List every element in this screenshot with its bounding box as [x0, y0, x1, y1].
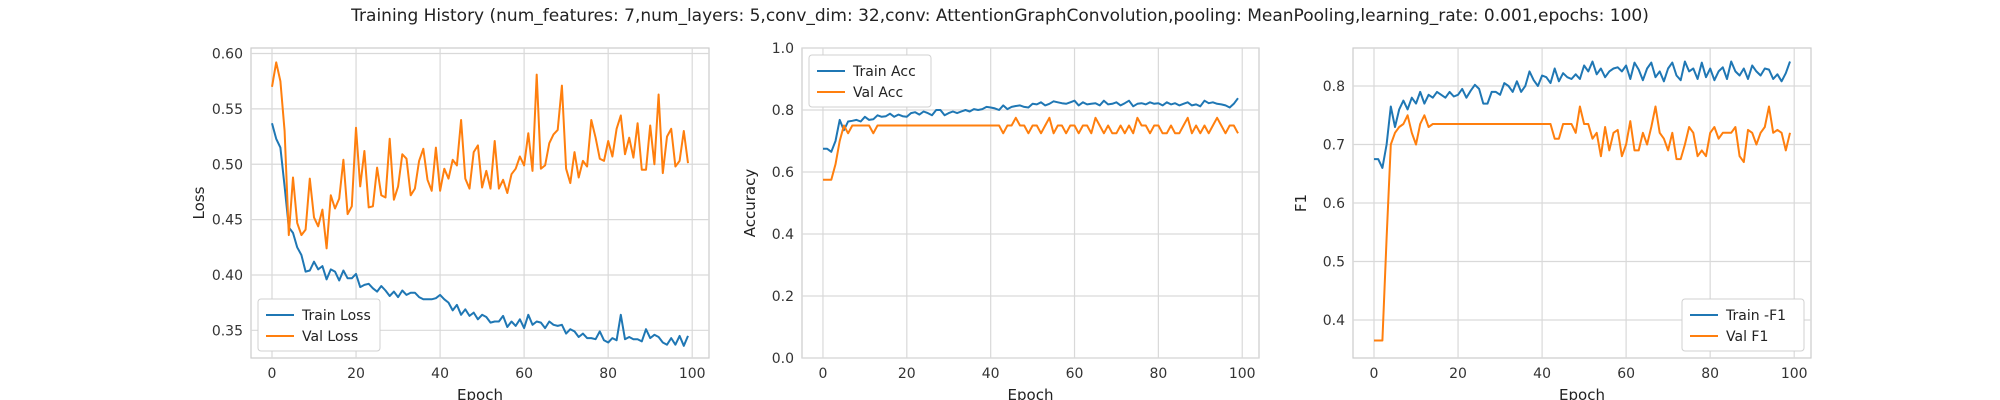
legend-label: Val F1 [1726, 329, 1768, 345]
x-tick-label: 0 [268, 366, 277, 382]
x-tick-label: 80 [599, 366, 617, 382]
x-tick-label: 100 [1781, 366, 1808, 382]
x-tick-label: 20 [347, 366, 365, 382]
y-axis-label: Loss [190, 186, 208, 219]
chart-f1: 0 20 40 60 80 100 0.4 0.5 0.6 0.7 0.8 Epoch F1 Train … [1292, 47, 1812, 400]
x-tick-label: 100 [679, 366, 706, 382]
legend-label: Train Loss [301, 308, 371, 324]
y-tick-label: 0.45 [212, 213, 243, 229]
legend: Train -F1 Val F1 [1681, 298, 1805, 352]
x-tick-label: 80 [1149, 366, 1167, 382]
legend: Train Loss Val Loss [257, 298, 381, 352]
y-tick-label: 0.55 [212, 102, 243, 118]
x-tick-label: 60 [515, 366, 533, 382]
legend-label: Train -F1 [1725, 308, 1786, 324]
y-tick-label: 0.35 [212, 323, 243, 339]
chart-loss: 0 20 40 60 80 100 0.35 0.40 0.45 0.50 0.55 0.60 Epoc… [190, 47, 710, 400]
y-tick-label: 0.40 [212, 268, 243, 284]
legend-box [257, 298, 381, 352]
x-tick-label: 20 [898, 366, 916, 382]
y-tick-label: 0.6 [1323, 196, 1345, 212]
series-line-val-acc [823, 116, 1239, 181]
y-tick-label: 0.2 [772, 289, 794, 305]
x-tick-label: 80 [1701, 366, 1719, 382]
x-tick-label: 20 [1449, 366, 1467, 382]
series-line-val-loss [271, 61, 689, 250]
x-axis-label: Epoch [1008, 386, 1054, 400]
series-line-val-f1 [1374, 105, 1791, 342]
legend-label: Val Acc [853, 85, 903, 101]
series-line-train-acc [823, 97, 1239, 153]
y-tick-label: 0.6 [772, 165, 794, 181]
legend-box [808, 54, 932, 108]
y-tick-label: 0.4 [772, 227, 794, 243]
figure-title: Training History (num_features: 7,num_la… [350, 6, 1649, 26]
x-axis-label: Epoch [1559, 386, 1605, 400]
x-tick-label: 40 [982, 366, 1000, 382]
y-tick-label: 0.50 [212, 157, 243, 173]
y-tick-label: 0.5 [1323, 254, 1345, 270]
legend-label: Val Loss [302, 329, 358, 345]
x-tick-label: 60 [1617, 366, 1635, 382]
x-tick-label: 0 [819, 366, 828, 382]
y-tick-label: 1.0 [772, 41, 794, 57]
y-axis-label: F1 [1292, 194, 1310, 212]
series-line-train-f1 [1374, 60, 1791, 169]
x-tick-label: 60 [1066, 366, 1084, 382]
x-tick-label: 0 [1370, 366, 1379, 382]
legend-label: Train Acc [852, 64, 916, 80]
y-axis-label: Accuracy [741, 169, 759, 238]
y-tick-label: 0.4 [1323, 313, 1345, 329]
y-tick-label: 0.8 [772, 103, 794, 119]
series-line-train-loss [271, 123, 689, 347]
legend: Train Acc Val Acc [808, 54, 932, 108]
x-tick-label: 40 [1533, 366, 1551, 382]
y-tick-label: 0.7 [1323, 138, 1345, 154]
y-tick-label: 0.0 [772, 351, 794, 367]
x-tick-label: 40 [431, 366, 449, 382]
y-tick-label: 0.8 [1323, 79, 1345, 95]
chart-accuracy: 0 20 40 60 80 100 0.0 0.2 0.4 0.6 0.8 1.0 Epoch Accur… [741, 41, 1260, 400]
legend-box [1681, 298, 1805, 352]
y-tick-label: 0.60 [212, 47, 243, 63]
x-tick-label: 100 [1229, 366, 1256, 382]
x-axis-label: Epoch [457, 386, 503, 400]
